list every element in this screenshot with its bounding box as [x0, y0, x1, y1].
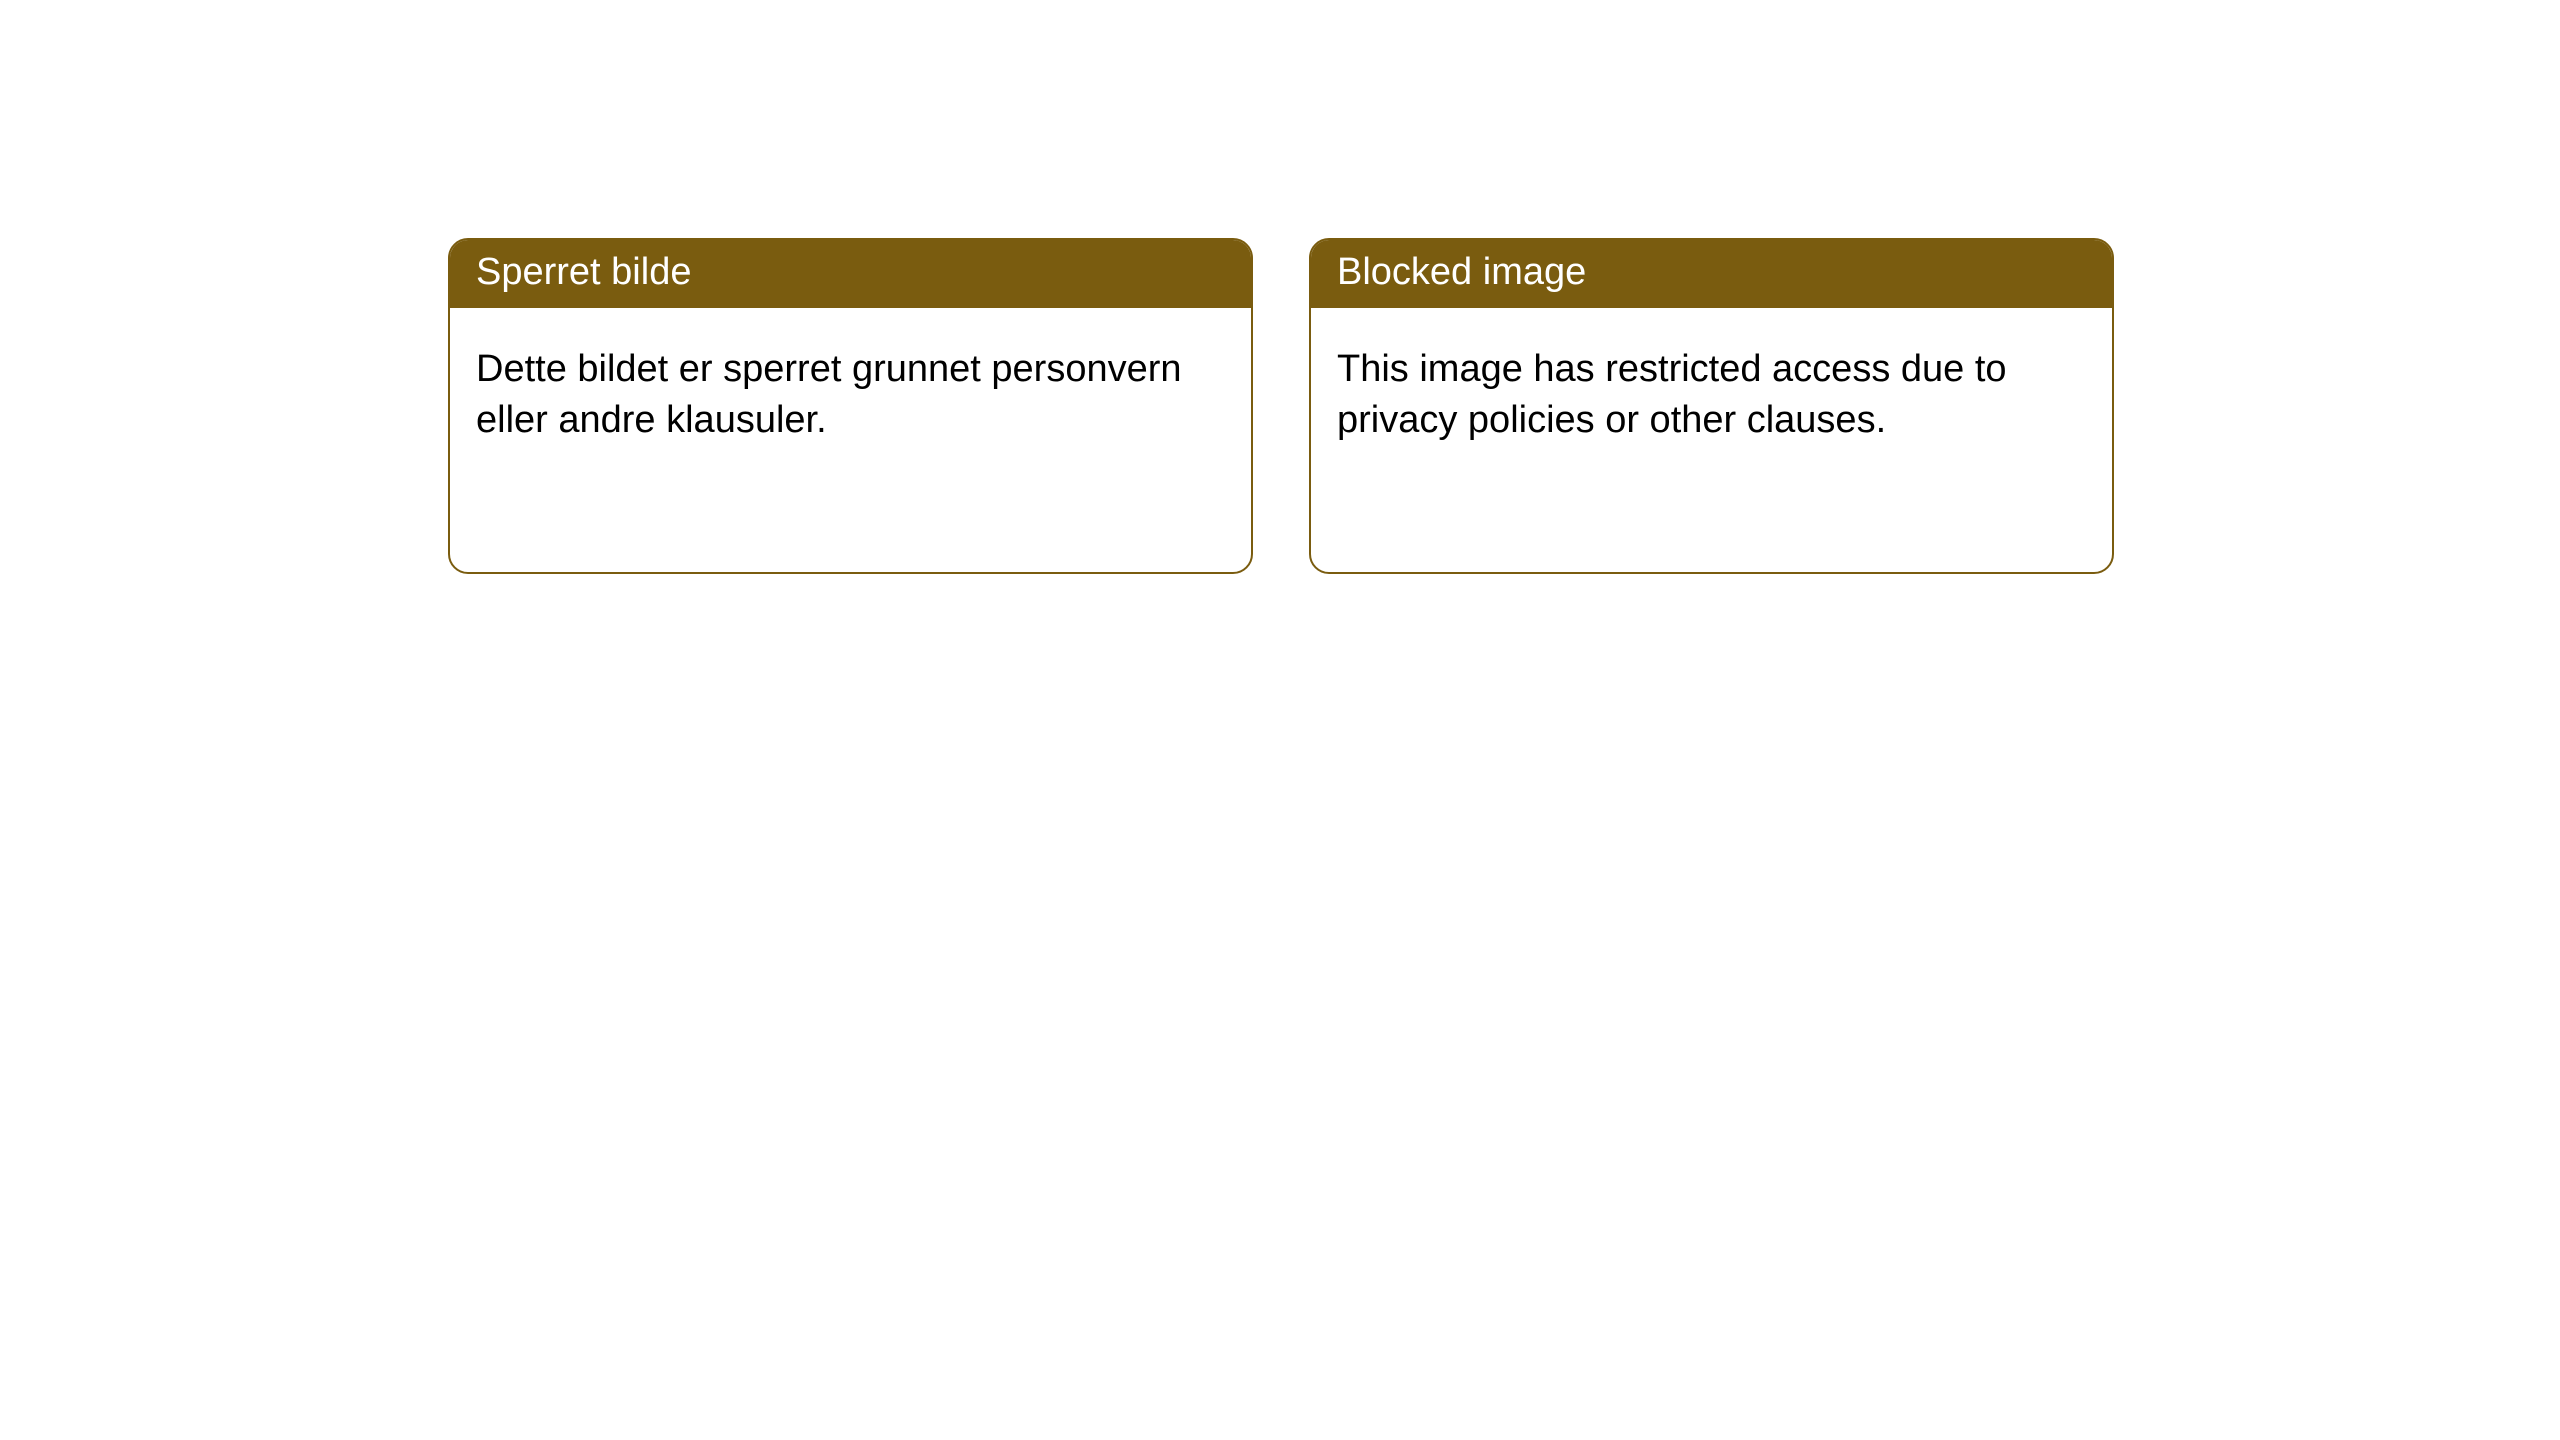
notice-title: Sperret bilde	[450, 240, 1251, 308]
notice-body: This image has restricted access due to …	[1311, 308, 2112, 473]
notice-body: Dette bildet er sperret grunnet personve…	[450, 308, 1251, 473]
notice-card-english: Blocked image This image has restricted …	[1309, 238, 2114, 574]
notice-container: Sperret bilde Dette bildet er sperret gr…	[0, 0, 2560, 574]
notice-card-norwegian: Sperret bilde Dette bildet er sperret gr…	[448, 238, 1253, 574]
notice-title: Blocked image	[1311, 240, 2112, 308]
